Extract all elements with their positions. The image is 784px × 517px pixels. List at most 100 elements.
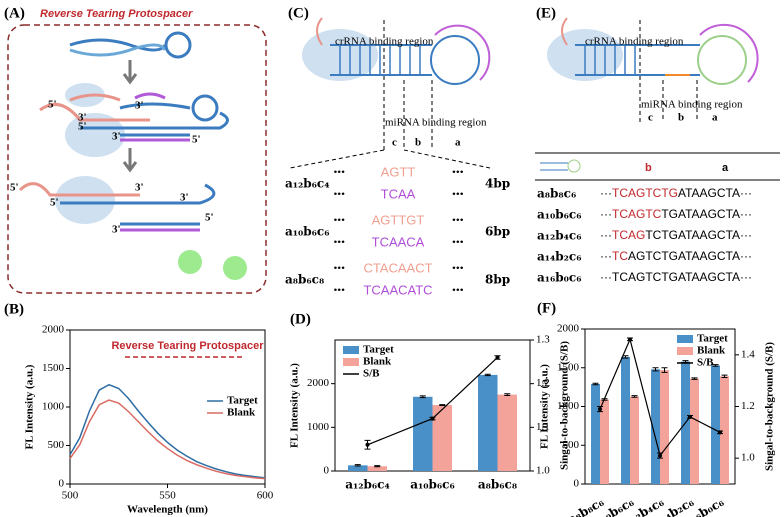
bar [720,376,729,484]
legend-label: S/B [697,357,714,369]
error-bar [419,395,426,399]
annotation: Reverse Tearing Protospacer [111,340,264,352]
error-bar [374,465,381,468]
error-bar [364,439,371,450]
construct-name: a₁₄b₂c₆ [537,250,582,264]
y-tick-label: 1000 [42,401,65,413]
y2-tick-label: 1.4 [741,348,755,360]
region-dividers [289,20,491,169]
error-bar [484,373,491,377]
prefix: ··· [600,228,612,242]
prefix: ··· [600,270,612,284]
legend-label: Target [227,395,258,407]
panel-label: (C) [288,5,309,21]
legend-swatch [677,347,693,355]
y-tick-label: 500 [48,439,65,451]
b-region: TC [612,249,628,263]
bar [432,405,452,471]
y2-tick-label: 1.2 [536,377,550,389]
base-pairs: 6bp [485,225,510,239]
panel-label: (A) [4,5,25,21]
sequence-top: AGTT [381,164,416,179]
bar [413,396,433,471]
region-label: crRNA binding region [585,36,684,48]
y-tick-label: 1500 [557,361,580,373]
bar [690,378,699,484]
panel-label: (F) [537,300,556,316]
construct-name: a₈b₈c₆ [537,187,576,201]
bar [497,394,517,471]
y2-axis-label: Singal-to-background (S/B) [559,341,571,470]
y2-tick-label: 1.0 [536,465,550,477]
a-region: TCAGTCTGATAAGCTA··· [612,270,752,284]
end-label: 3' [112,224,121,236]
frame [7,24,267,294]
y-tick-label: 2000 [42,324,65,336]
end-label: 3' [135,100,144,112]
prefix: ··· [600,186,612,200]
y2-tick-label: 1.1 [536,421,550,433]
legend-swatch [343,358,359,366]
panel-e: (E) crRNA binding region miRNA binding r… [535,5,780,285]
construct-name: a₁₀b₆c₆ [537,208,582,222]
sequence-bottom: TCAACA [372,234,425,249]
y-tick-label: 1500 [42,362,65,374]
prefix: ··· [600,249,612,263]
error-bar [631,395,638,398]
y-tick-label: 1000 [557,400,580,412]
bar [478,374,498,471]
sequence-top: AGTTGT [372,212,425,227]
construct-name: a₈b₆c₈ [285,273,324,287]
error-bar [691,377,698,380]
region-letter: c [392,137,397,149]
mini-hairpin [540,159,581,173]
sequence: ···TCAGTCTGATAAGCTA··· [600,249,752,263]
c-rows: a₁₂b₆c₄ AGTT TCAA ••• ••• ••• ••• 4bp a₁₀b₆c₆ AGT… [285,164,510,297]
dots: ••• [333,167,345,179]
x-tick-label: a₈b₆c₈ [478,478,517,492]
x-tick-label: a₁₂b₆c₄ [345,478,390,492]
prefix: ··· [600,207,612,221]
sequence-top: CTACAACT [363,260,432,275]
dots: ••• [333,285,345,297]
panel-c: (C) crRNA binding region miRNA binding r… [285,5,510,297]
y2-tick-label: 1.0 [741,452,755,464]
error-bar [661,367,668,373]
end-label: 3' [180,192,189,204]
end-label: 3' [112,131,121,143]
legend-label: Target [697,333,728,345]
y2-tick-label: 1.3 [536,334,550,346]
error-bar [687,415,693,419]
dots: ••• [452,285,464,297]
bar [367,466,387,471]
y-tick-label: 0 [59,478,65,490]
table-header: a [722,162,729,174]
x-tick-label: 550 [159,490,176,502]
b-region: TCAG [612,228,645,242]
error-bar [597,406,603,413]
region-label: miRNA binding region [641,99,743,111]
sequence: ···TCAGTCTGATAAGCTA··· [600,207,752,221]
chart: (D) 0 1000 2000 FL Intensity (a.u.) 1.0 1.1 1.2… [289,311,571,491]
y-axis-label: FL Intensity (a.u.) [539,364,551,449]
region-letter: a [712,112,718,124]
dna-graphics [18,31,247,280]
dots: ••• [452,237,464,249]
error-bar [627,337,633,342]
region-letter: b [415,137,421,149]
hairpin [316,17,491,85]
end-label: 5' [192,134,201,146]
table-header: b [645,162,652,174]
region-letter: b [678,112,684,124]
error-bar [494,355,501,360]
sequence-bottom: TCAA [381,186,416,201]
bar [591,384,600,484]
sequence-bottom: TCAACATC [363,282,432,297]
base-pairs: 4bp [485,177,510,191]
y-tick-label: 2000 [557,323,580,335]
error-bar [592,382,599,386]
error-bar [717,430,723,435]
